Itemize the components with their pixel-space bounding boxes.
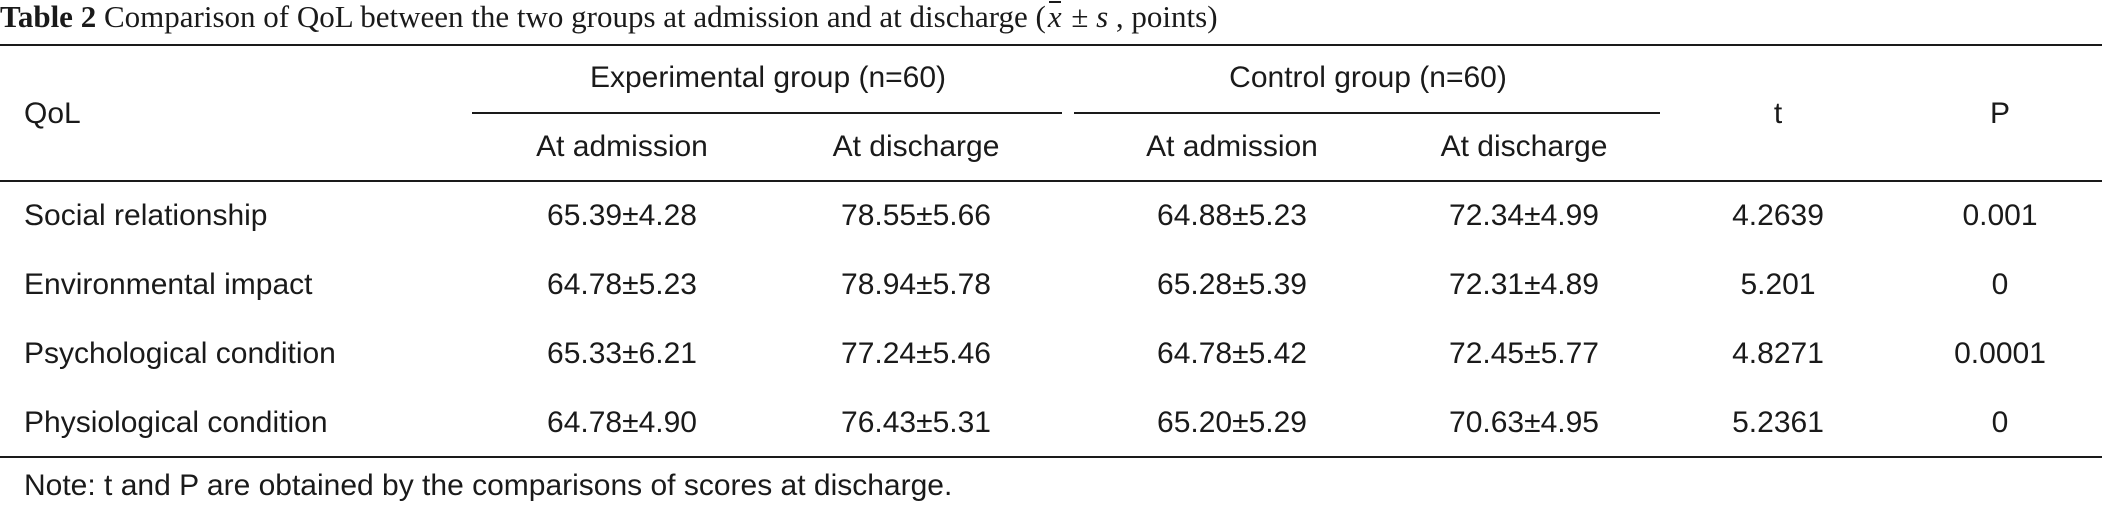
row-ctrl-admission: 65.28±5.39 (1157, 268, 1307, 301)
row-ctrl-discharge: 70.63±4.95 (1449, 406, 1599, 439)
row-t: 5.2361 (1732, 406, 1824, 439)
row-p: 0.001 (1962, 199, 2038, 232)
caption-sd-symbol: s (1096, 0, 1109, 34)
table-caption: Table 2 Comparison of QoL between the tw… (0, 0, 2102, 40)
row-qol: Social relationship (24, 199, 268, 232)
row-exp-admission: 64.78±4.90 (547, 406, 697, 439)
row-exp-discharge: 77.24±5.46 (841, 337, 991, 370)
row-ctrl-discharge: 72.31±4.89 (1449, 268, 1599, 301)
row-exp-admission: 65.39±4.28 (547, 199, 697, 232)
caption-plus-minus: ± (1063, 0, 1097, 34)
row-ctrl-admission: 65.20±5.29 (1157, 406, 1307, 439)
row-t: 4.2639 (1732, 199, 1824, 232)
control-group-rule (1074, 112, 1660, 114)
header-exp-admission: At admission (536, 130, 708, 163)
table-bottom-rule (0, 456, 2102, 458)
row-p: 0.0001 (1954, 337, 2046, 370)
table-note: Note: t and P are obtained by the compar… (24, 469, 953, 502)
header-bottom-rule (0, 180, 2102, 182)
header-ctrl-admission: At admission (1146, 130, 1318, 163)
row-p: 0 (1991, 406, 2009, 439)
row-ctrl-discharge: 72.45±5.77 (1449, 337, 1599, 370)
top-rule (0, 44, 2102, 46)
row-ctrl-discharge: 72.34±4.99 (1449, 199, 1599, 232)
row-ctrl-admission: 64.88±5.23 (1157, 199, 1307, 232)
caption-text: Comparison of QoL between the two groups… (103, 0, 1046, 34)
header-t: t (1773, 97, 1783, 130)
row-qol: Physiological condition (24, 406, 328, 439)
row-exp-discharge: 78.94±5.78 (841, 268, 991, 301)
row-exp-admission: 65.33±6.21 (547, 337, 697, 370)
row-p: 0 (1991, 268, 2009, 301)
row-exp-admission: 64.78±5.23 (547, 268, 697, 301)
caption-label: Table 2 (0, 0, 97, 34)
row-t: 5.201 (1740, 268, 1816, 301)
caption-tail: , points) (1108, 0, 1218, 34)
row-exp-discharge: 76.43±5.31 (841, 406, 991, 439)
experimental-group-rule (472, 112, 1062, 114)
header-exp-discharge: At discharge (832, 130, 1000, 163)
row-exp-discharge: 78.55±5.66 (841, 199, 991, 232)
header-qol: QoL (24, 97, 81, 130)
caption-mean-symbol: x (1047, 0, 1062, 34)
row-ctrl-admission: 64.78±5.42 (1157, 337, 1307, 370)
header-p: P (1989, 97, 2011, 130)
header-control-group: Control group (n=60) (1229, 61, 1507, 94)
row-qol: Psychological condition (24, 337, 336, 370)
row-t: 4.8271 (1732, 337, 1824, 370)
header-experimental-group: Experimental group (n=60) (589, 61, 947, 94)
row-qol: Environmental impact (24, 268, 313, 301)
header-ctrl-discharge: At discharge (1440, 130, 1608, 163)
